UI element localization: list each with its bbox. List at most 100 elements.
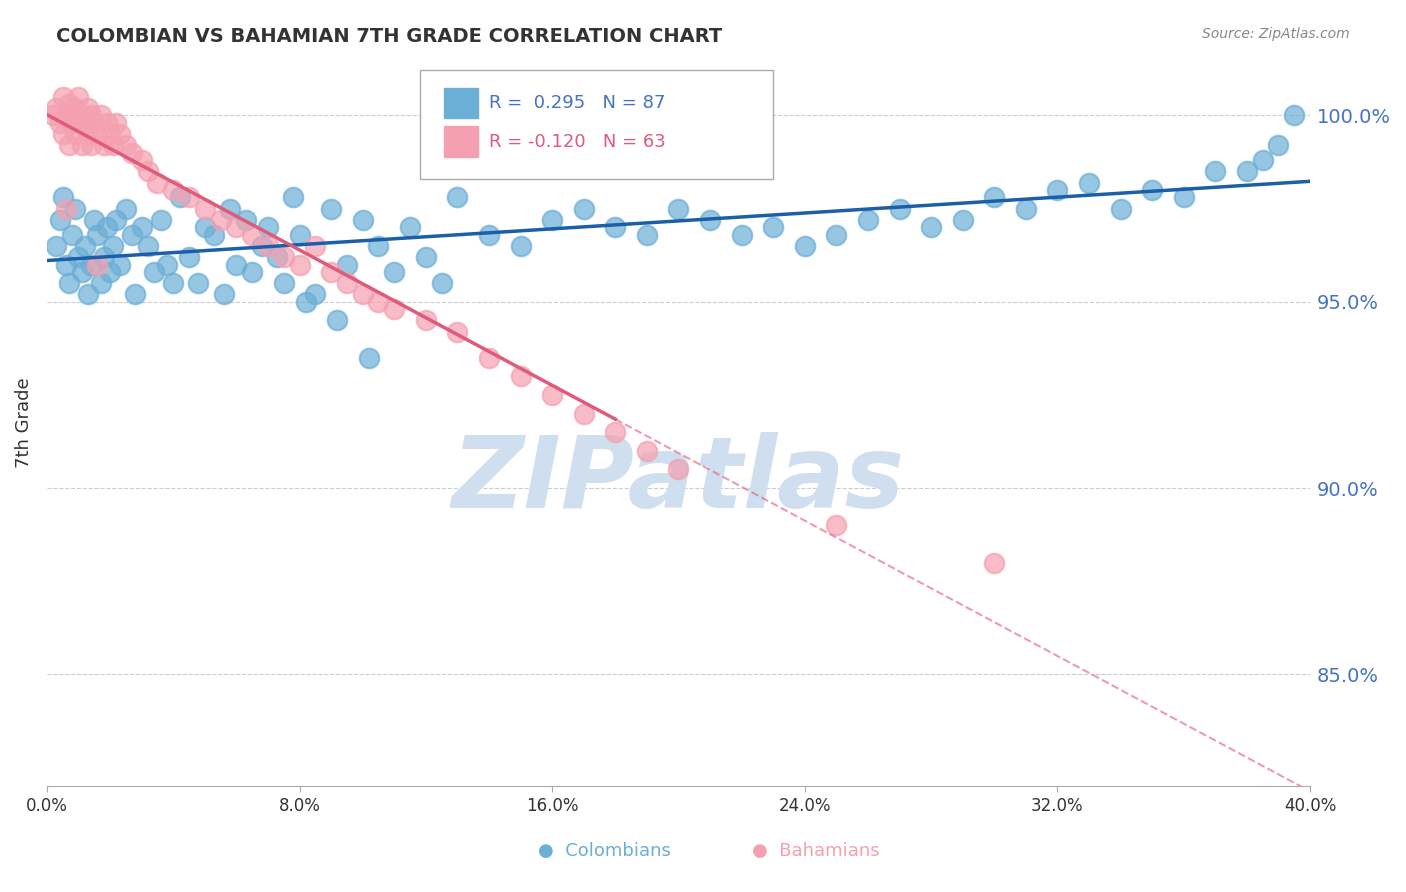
Point <box>983 190 1005 204</box>
Point <box>572 407 595 421</box>
Point <box>55 108 77 122</box>
Point <box>336 258 359 272</box>
Point <box>146 176 169 190</box>
Point <box>541 388 564 402</box>
Point <box>1251 153 1274 168</box>
Point <box>889 202 911 216</box>
Point <box>73 239 96 253</box>
Point <box>96 220 118 235</box>
Point <box>136 239 159 253</box>
Point <box>212 287 235 301</box>
Point <box>58 276 80 290</box>
Point <box>67 116 90 130</box>
Point <box>572 202 595 216</box>
Point <box>304 287 326 301</box>
Point <box>60 116 83 130</box>
Text: ●  Bahamians: ● Bahamians <box>752 842 879 860</box>
Point <box>367 294 389 309</box>
Point <box>762 220 785 235</box>
Point <box>177 190 200 204</box>
Point <box>235 212 257 227</box>
Point <box>240 227 263 242</box>
Point <box>352 287 374 301</box>
Point <box>415 313 437 327</box>
Point <box>124 287 146 301</box>
Point <box>98 265 121 279</box>
Point <box>58 138 80 153</box>
Point <box>825 227 848 242</box>
Point <box>240 265 263 279</box>
Point <box>266 250 288 264</box>
Point <box>295 294 318 309</box>
Point <box>103 138 125 153</box>
Point <box>793 239 815 253</box>
Point <box>149 212 172 227</box>
Point <box>77 127 100 141</box>
Text: COLOMBIAN VS BAHAMIAN 7TH GRADE CORRELATION CHART: COLOMBIAN VS BAHAMIAN 7TH GRADE CORRELAT… <box>56 27 723 45</box>
Point <box>326 313 349 327</box>
Point <box>52 90 75 104</box>
Point <box>250 239 273 253</box>
Point <box>162 183 184 197</box>
Point <box>699 212 721 227</box>
Point <box>70 138 93 153</box>
Point <box>952 212 974 227</box>
Point <box>288 227 311 242</box>
Point <box>80 138 103 153</box>
Point <box>67 90 90 104</box>
Point <box>98 127 121 141</box>
Point <box>86 227 108 242</box>
Point <box>367 239 389 253</box>
Point <box>636 443 658 458</box>
Point <box>60 227 83 242</box>
Text: Source: ZipAtlas.com: Source: ZipAtlas.com <box>1202 27 1350 41</box>
FancyBboxPatch shape <box>443 127 478 157</box>
Point <box>131 220 153 235</box>
Point <box>541 212 564 227</box>
Point <box>730 227 752 242</box>
Point <box>77 287 100 301</box>
Point <box>80 258 103 272</box>
Point <box>42 108 65 122</box>
Point <box>1236 164 1258 178</box>
Point <box>202 227 225 242</box>
Point <box>209 212 232 227</box>
Point <box>58 97 80 112</box>
Point <box>283 190 305 204</box>
Point <box>257 220 280 235</box>
Point <box>382 302 405 317</box>
Point <box>430 276 453 290</box>
Point <box>67 250 90 264</box>
Point <box>983 556 1005 570</box>
Point <box>1173 190 1195 204</box>
Point <box>86 127 108 141</box>
Text: ZIPatlas: ZIPatlas <box>451 433 905 530</box>
Point <box>319 265 342 279</box>
Point <box>668 462 690 476</box>
Point <box>288 258 311 272</box>
Point <box>55 202 77 216</box>
Point <box>162 276 184 290</box>
Point <box>605 425 627 440</box>
Point <box>45 101 67 115</box>
Point <box>108 258 131 272</box>
Point <box>105 116 128 130</box>
Point <box>478 227 501 242</box>
Text: R = -0.120   N = 63: R = -0.120 N = 63 <box>489 133 666 151</box>
Point <box>90 108 112 122</box>
Point <box>70 108 93 122</box>
Point <box>136 164 159 178</box>
Text: R =  0.295   N = 87: R = 0.295 N = 87 <box>489 95 665 112</box>
Point <box>55 258 77 272</box>
Point <box>399 220 422 235</box>
Y-axis label: 7th Grade: 7th Grade <box>15 377 32 468</box>
Point <box>114 202 136 216</box>
Point <box>225 220 247 235</box>
Point <box>1267 138 1289 153</box>
Point <box>605 220 627 235</box>
Point <box>1046 183 1069 197</box>
Point <box>93 138 115 153</box>
Point <box>73 116 96 130</box>
Point <box>357 351 380 365</box>
Point <box>1204 164 1226 178</box>
